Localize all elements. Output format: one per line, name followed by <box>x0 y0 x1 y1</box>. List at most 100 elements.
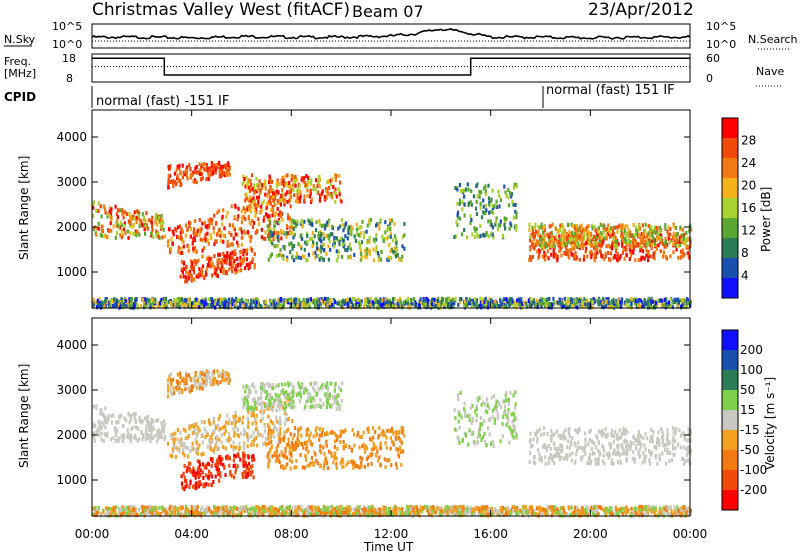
range-cell <box>333 439 337 444</box>
range-cell <box>286 231 289 236</box>
range-cell <box>174 431 177 436</box>
range-cell <box>167 227 171 232</box>
range-cell <box>366 223 369 228</box>
range-cell <box>611 242 614 247</box>
range-cell <box>124 231 127 235</box>
range-cell <box>284 182 287 187</box>
range-cell <box>251 455 254 460</box>
range-cell <box>437 296 440 301</box>
range-cell <box>228 165 231 170</box>
range-cell <box>177 176 180 181</box>
range-cell <box>206 374 209 379</box>
range-cell <box>558 234 561 239</box>
range-cell <box>347 245 350 250</box>
range-cell <box>168 166 172 171</box>
range-cell <box>282 179 285 184</box>
range-cell <box>334 199 337 204</box>
range-cell <box>269 400 272 405</box>
range-cell <box>518 297 521 302</box>
range-cell <box>134 436 137 441</box>
range-cell <box>180 302 183 307</box>
range-cell <box>170 378 173 383</box>
range-cell <box>212 480 215 484</box>
range-cell <box>275 384 278 389</box>
range-cell <box>540 237 543 242</box>
range-cell <box>222 239 225 244</box>
range-cell <box>384 220 387 225</box>
range-cell <box>325 252 328 257</box>
range-cell <box>284 404 287 409</box>
range-cell <box>236 217 239 222</box>
range-cell <box>268 174 271 179</box>
range-cell <box>264 230 267 235</box>
range-cell <box>605 236 608 241</box>
range-cell <box>225 173 228 177</box>
range-cell <box>346 248 349 252</box>
range-cell <box>285 428 289 433</box>
range-cell <box>117 300 120 304</box>
range-cell <box>196 459 199 464</box>
range-cell <box>253 208 257 213</box>
range-cell <box>133 303 136 308</box>
range-cell <box>201 386 204 391</box>
range-cell <box>490 222 493 227</box>
range-cell <box>443 305 446 309</box>
range-cell <box>246 444 249 449</box>
range-cell <box>275 408 278 413</box>
velocity-heatmap <box>92 369 692 518</box>
range-cell <box>184 279 187 284</box>
range-cell <box>300 220 303 225</box>
range-cell <box>473 297 476 302</box>
range-cell <box>494 222 497 227</box>
range-cell <box>325 439 328 444</box>
range-cell <box>659 249 662 254</box>
range-cell <box>467 201 470 206</box>
range-cell <box>469 214 472 219</box>
range-cell <box>236 268 239 273</box>
range-cell <box>289 250 292 255</box>
range-cell <box>98 433 101 438</box>
range-cell <box>242 384 245 389</box>
range-cell <box>296 303 299 308</box>
range-cell <box>249 302 253 307</box>
range-cell <box>337 187 340 192</box>
range-cell <box>507 188 510 193</box>
range-cell <box>169 381 172 385</box>
range-cell <box>109 221 112 226</box>
range-cell <box>235 467 238 472</box>
range-cell <box>489 223 492 228</box>
range-cell <box>316 189 319 194</box>
range-cell <box>329 182 333 187</box>
range-cell <box>251 458 254 463</box>
range-cell <box>128 215 132 220</box>
range-cell <box>319 301 322 306</box>
range-cell <box>270 208 273 213</box>
range-cell <box>384 230 387 235</box>
range-cell <box>203 299 206 304</box>
range-cell <box>339 302 342 307</box>
range-cell <box>262 218 265 223</box>
range-cell <box>201 238 204 243</box>
range-cell <box>490 231 493 236</box>
range-cell <box>228 297 231 302</box>
range-cell <box>226 169 229 174</box>
range-cell <box>569 299 572 304</box>
range-cell <box>324 234 328 239</box>
range-cell <box>318 198 321 203</box>
range-cell <box>609 245 612 250</box>
range-cell <box>327 222 330 227</box>
range-cell <box>669 240 672 245</box>
range-cell <box>394 234 397 239</box>
range-cell <box>366 303 369 308</box>
range-cell <box>393 246 396 251</box>
range-cell <box>383 457 386 462</box>
range-cell <box>220 304 223 309</box>
range-cell <box>268 227 271 232</box>
range-cell <box>162 429 165 434</box>
range-cell <box>326 381 329 386</box>
range-cell <box>215 466 218 471</box>
range-cell <box>181 378 184 383</box>
range-cell <box>291 231 294 235</box>
range-cell <box>322 402 325 407</box>
